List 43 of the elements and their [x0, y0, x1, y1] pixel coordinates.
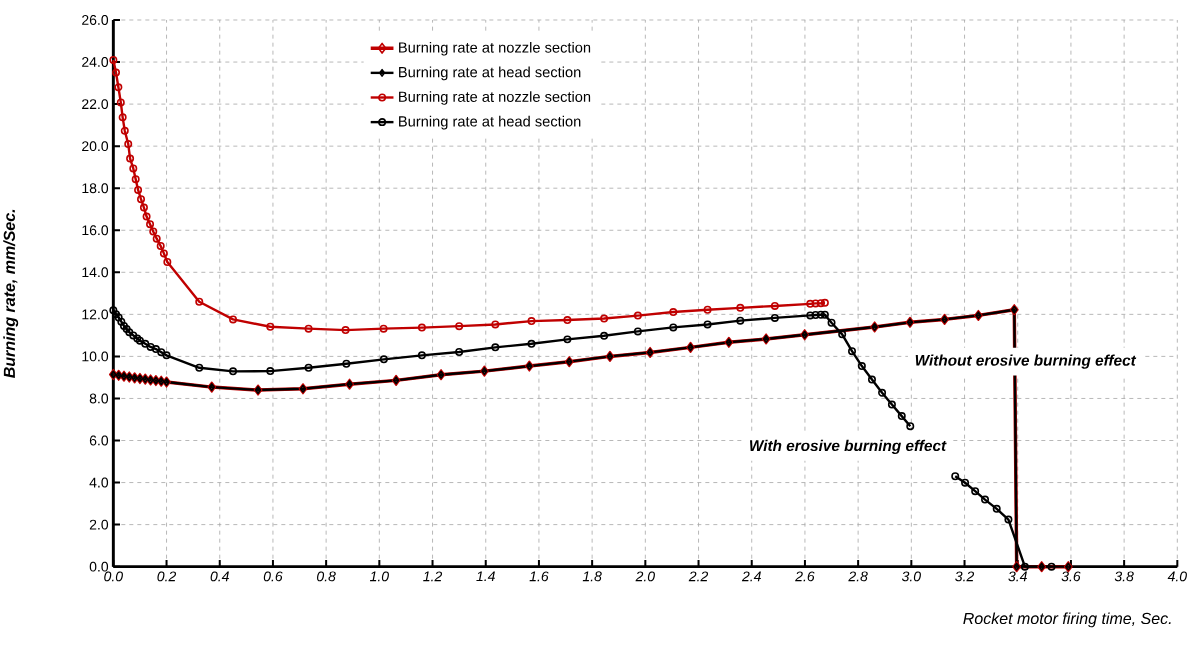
y-tick-label: 10.0 — [82, 351, 109, 362]
y-tick-label: 4.0 — [89, 477, 109, 488]
x-tick-label: 2.6 — [795, 571, 815, 582]
y-tick-label: 0.0 — [89, 561, 109, 572]
y-tick-label: 16.0 — [82, 225, 109, 236]
legend-label: Burning rate at nozzle section — [399, 91, 591, 106]
x-tick-label: 0.2 — [157, 571, 177, 582]
legend-label: Burning rate at head section — [399, 66, 581, 81]
x-tick-label: 1.8 — [582, 571, 602, 582]
x-tick-label: 3.0 — [901, 571, 921, 582]
y-tick-label: 22.0 — [82, 99, 109, 110]
y-axis-title: Burning rate, mm/Sec. — [3, 209, 19, 379]
x-tick-label: 1.2 — [423, 571, 443, 582]
y-tick-label: 20.0 — [82, 141, 109, 152]
x-tick-label: 4.0 — [1167, 571, 1187, 582]
x-tick-label: 0.6 — [263, 571, 283, 582]
y-tick-label: 8.0 — [89, 393, 109, 404]
x-tick-label: 3.6 — [1061, 571, 1081, 582]
y-tick-label: 26.0 — [82, 15, 109, 26]
y-tick-label: 24.0 — [82, 57, 109, 68]
legend-label: Burning rate at nozzle section — [399, 42, 591, 56]
y-tick-label: 14.0 — [82, 267, 109, 278]
annotation: With erosive burning effect — [750, 439, 947, 455]
x-tick-label: 1.4 — [476, 571, 495, 582]
x-tick-label: 3.2 — [955, 571, 975, 582]
x-tick-label: 2.4 — [741, 571, 761, 582]
x-tick-label: 0.8 — [317, 571, 336, 582]
x-tick-label: 3.4 — [1008, 571, 1027, 582]
x-tick-label: 1.6 — [529, 571, 549, 582]
x-tick-label: 1.0 — [369, 571, 389, 582]
annotation: Without erosive burning effect — [915, 354, 1137, 369]
legend-label: Burning rate at head section — [399, 115, 581, 130]
y-tick-label: 18.0 — [82, 183, 109, 194]
y-tick-label: 6.0 — [89, 435, 109, 446]
x-axis-title: Rocket motor firing time, Sec. — [963, 612, 1171, 628]
x-tick-label: 0.0 — [104, 571, 123, 582]
x-tick-label: 3.8 — [1114, 571, 1134, 582]
x-tick-label: 2.2 — [688, 571, 709, 582]
x-tick-label: 2.8 — [848, 571, 868, 582]
y-tick-label: 2.0 — [89, 519, 109, 530]
y-tick-label: 12.0 — [82, 309, 109, 320]
x-tick-label: 0.4 — [210, 571, 229, 582]
x-tick-label: 2.0 — [635, 571, 655, 582]
